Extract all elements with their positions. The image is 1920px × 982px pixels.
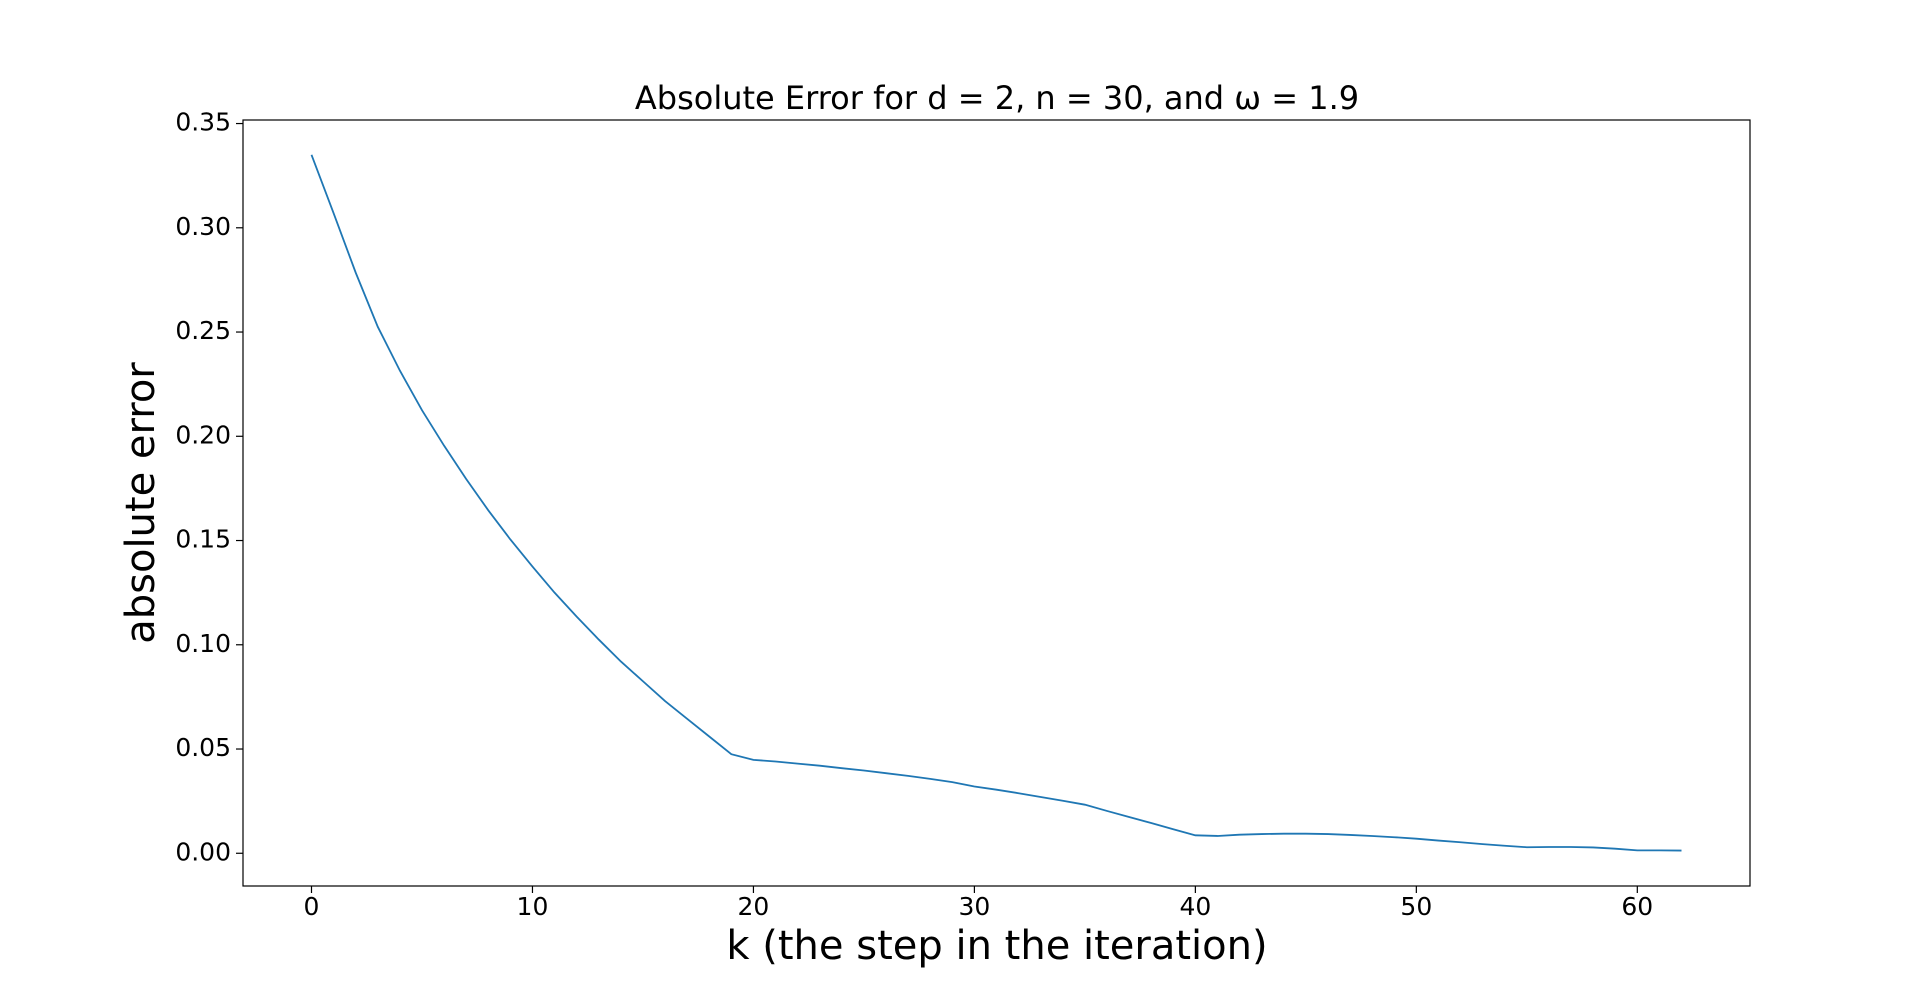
x-tick-label: 40 [1179,892,1211,921]
data-line [310,154,1682,852]
y-tick-label: 0.25 [175,316,231,345]
x-tick-label: 0 [304,892,320,921]
y-tick-label: 0.35 [175,108,231,137]
y-tick-label: 0.05 [175,733,231,762]
y-axis-label: absolute error [118,362,164,644]
x-tick-label: 10 [517,892,549,921]
y-tick-label: 0.10 [175,629,231,658]
chart-title: Absolute Error for d = 2, n = 30, and ω … [635,79,1359,117]
y-tick-label: 0.30 [175,212,231,241]
y-tick-label: 0.15 [175,525,231,554]
plot-frame [242,119,1751,887]
x-tick-label: 30 [958,892,990,921]
x-tick-label: 50 [1400,892,1432,921]
y-tick-label: 0.00 [175,837,231,866]
y-tick-label: 0.20 [175,420,231,449]
x-tick-label: 60 [1621,892,1653,921]
x-axis-label: k (the step in the iteration) [726,923,1267,969]
x-tick-label: 20 [738,892,770,921]
